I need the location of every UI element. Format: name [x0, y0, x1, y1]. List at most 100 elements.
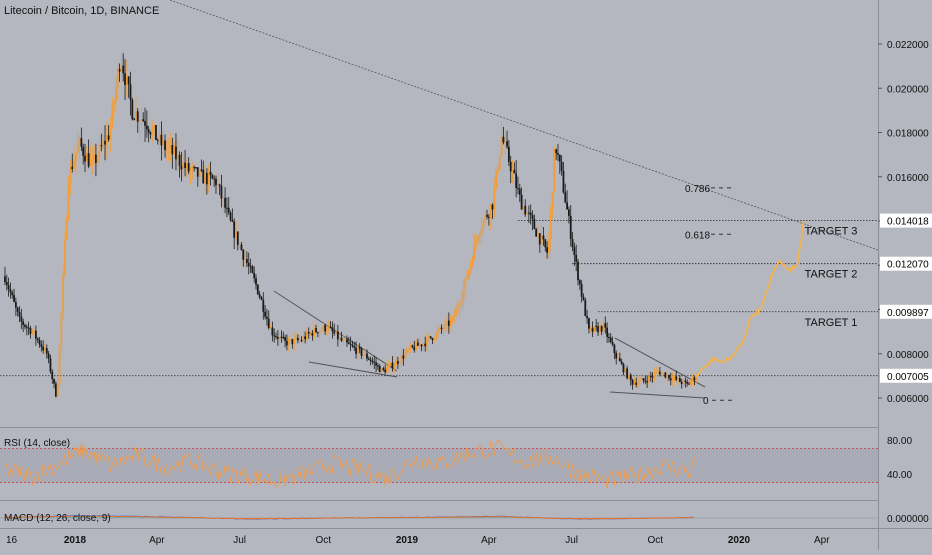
- macd-histogram-bar: [61, 516, 63, 518]
- macd-histogram-bar: [614, 518, 616, 519]
- macd-histogram-bar: [26, 517, 28, 518]
- candle-body: [167, 147, 170, 149]
- target-label: TARGET 1: [805, 317, 858, 329]
- candle-body: [218, 184, 221, 186]
- candle-body: [180, 165, 183, 170]
- candle-body: [49, 358, 52, 372]
- candle-body: [628, 374, 630, 379]
- candle-body: [160, 134, 163, 146]
- macd-histogram-bar: [414, 517, 416, 519]
- candle-body: [482, 220, 485, 230]
- macd-histogram-bar: [255, 518, 257, 519]
- candle-body: [271, 327, 274, 336]
- candle-body: [487, 216, 490, 218]
- macd-histogram-bar: [504, 517, 506, 518]
- candle-body: [318, 330, 321, 334]
- candle-body: [440, 327, 443, 329]
- candle-body: [335, 331, 337, 334]
- macd-histogram-bar: [496, 516, 498, 518]
- macd-histogram-bar: [120, 516, 122, 518]
- price-tag-label: 0.007005: [887, 372, 929, 383]
- candle-body: [73, 160, 75, 169]
- candle-body: [624, 368, 627, 373]
- candle-body: [438, 327, 441, 331]
- x-tick-label: Oct: [648, 535, 664, 546]
- macd-histogram-bar: [158, 517, 161, 518]
- candle-body: [620, 361, 623, 365]
- candle-body: [344, 339, 347, 341]
- candle-body: [622, 364, 625, 373]
- candle-body: [102, 140, 105, 147]
- candle-body: [560, 161, 563, 171]
- candle-body: [602, 323, 605, 332]
- candle-body: [677, 378, 679, 380]
- rsi-y-tick-label: 40.00: [887, 470, 912, 481]
- candle-body: [327, 326, 330, 330]
- candle-body: [156, 139, 159, 141]
- candle-body: [286, 340, 288, 346]
- candle-body: [562, 170, 565, 193]
- candle-body: [356, 347, 359, 354]
- candle-body: [236, 231, 239, 245]
- candle-body: [431, 338, 434, 341]
- candle-body: [658, 371, 661, 375]
- candle-body: [56, 383, 59, 397]
- x-tick-label: Apr: [814, 535, 830, 546]
- price-tag: [880, 213, 932, 228]
- candle-body: [316, 332, 319, 334]
- candle-body: [398, 362, 401, 364]
- candle-body: [131, 99, 134, 120]
- candle-body: [651, 376, 654, 378]
- macd-histogram-bar: [480, 517, 482, 518]
- candle-body: [227, 207, 230, 213]
- candle-body: [424, 343, 427, 347]
- candle-body: [315, 327, 317, 333]
- macd-histogram-bar: [189, 517, 191, 519]
- candle-body: [125, 76, 128, 86]
- candle-body: [280, 336, 283, 338]
- candle-body: [153, 125, 156, 129]
- candle-body: [397, 361, 399, 364]
- macd-histogram-bar: [178, 517, 180, 519]
- candle-body: [366, 353, 368, 359]
- candle-body: [564, 192, 567, 203]
- candle-body: [258, 294, 261, 298]
- candle-body: [282, 336, 285, 338]
- candle-body: [648, 376, 650, 383]
- candle-body: [295, 337, 297, 339]
- x-tick-label: Jul: [565, 535, 578, 546]
- candle-body: [489, 204, 492, 218]
- candle-body: [542, 235, 545, 240]
- candle-body: [173, 146, 176, 155]
- candle-body: [693, 377, 696, 381]
- candle-body: [551, 192, 554, 210]
- candle-body: [96, 156, 99, 163]
- candle-body: [342, 339, 345, 341]
- candle-body: [251, 266, 254, 273]
- macd-histogram-bar: [534, 517, 536, 519]
- candle-body: [278, 336, 281, 339]
- candle-body: [547, 239, 550, 253]
- candle-body: [151, 128, 154, 135]
- chart-title: Litecoin / Bitcoin, 1D, BINANCE: [4, 5, 159, 17]
- candle-body: [107, 135, 110, 140]
- candle-body: [666, 374, 669, 378]
- candle-body: [682, 380, 685, 385]
- macd-histogram-bar: [401, 517, 404, 519]
- candle-body: [302, 336, 305, 341]
- candle-body: [76, 144, 79, 153]
- macd-histogram-bar: [23, 517, 25, 518]
- candle-body: [638, 379, 641, 383]
- candle-body: [460, 300, 463, 305]
- candle-body: [205, 172, 208, 185]
- macd-histogram-bar: [58, 517, 61, 518]
- candle-body: [420, 344, 423, 347]
- candle-body: [64, 239, 66, 275]
- macd-histogram-bar: [139, 517, 142, 518]
- candle-body: [515, 173, 518, 189]
- macd-panel: [0, 515, 878, 520]
- macd-histogram-bar: [578, 518, 580, 519]
- candle-body: [600, 326, 603, 332]
